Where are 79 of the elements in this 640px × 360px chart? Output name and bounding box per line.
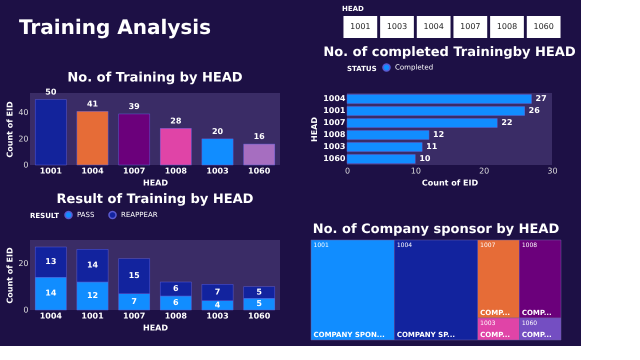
x-axis-title: HEAD xyxy=(143,324,168,332)
chart-title: No. of Training by HEAD xyxy=(67,70,243,86)
x-tick-label: 1004 xyxy=(40,312,62,320)
x-tick-label: 1001 xyxy=(81,312,104,320)
bar xyxy=(346,94,532,104)
y-tick-label: 1008 xyxy=(323,130,346,139)
x-tick-label: 1060 xyxy=(248,312,271,320)
x-tick-label: 30 xyxy=(547,166,558,176)
y-tick-label: 1004 xyxy=(323,94,346,103)
data-label: 22 xyxy=(501,118,512,127)
bar xyxy=(34,99,67,166)
bar xyxy=(346,118,498,128)
data-label: 39 xyxy=(128,102,140,111)
data-label: 7 xyxy=(131,296,137,306)
category-label: 1007 xyxy=(460,22,481,31)
x-axis-title: HEAD xyxy=(143,178,168,188)
data-label: 5 xyxy=(256,299,262,308)
x-tick-label: 1008 xyxy=(164,166,188,176)
data-label: 50 xyxy=(45,88,57,97)
category-label: 1008 xyxy=(496,22,518,31)
data-label: 41 xyxy=(86,99,98,108)
category-label: 1004 xyxy=(423,22,444,31)
bar xyxy=(243,144,276,166)
bar xyxy=(346,130,430,140)
bar xyxy=(118,114,150,166)
y-tick-label: 0 xyxy=(23,306,28,314)
bar xyxy=(346,142,422,152)
data-label: 20 xyxy=(212,126,224,136)
category-label: 1001 xyxy=(350,22,371,31)
text: No. of Company sponsor by HEAD xyxy=(312,222,560,237)
data-label: 4 xyxy=(214,300,221,310)
y-tick-label: 1001 xyxy=(323,106,346,115)
data-label: 26 xyxy=(528,106,540,115)
text: Training Analysis xyxy=(18,15,212,39)
x-tick-label: 1004 xyxy=(81,166,104,176)
data-label: 5 xyxy=(256,288,262,296)
data-label: 12 xyxy=(86,291,98,300)
x-tick-label: 1060 xyxy=(248,166,271,176)
data-label: 10 xyxy=(419,154,431,163)
bar xyxy=(346,106,525,116)
x-tick-label: 1007 xyxy=(123,166,146,176)
y-axis-title: Count of EID xyxy=(5,101,14,158)
category-label: 1060 xyxy=(533,22,554,31)
data-label: 7 xyxy=(214,288,220,296)
data-label: 6 xyxy=(173,284,180,293)
bar xyxy=(76,111,108,166)
x-tick-label: 10 xyxy=(410,166,421,176)
chart-title: No. of completed Trainingby HEAD xyxy=(323,45,576,60)
x-tick-label: 20 xyxy=(479,166,490,176)
chart-title: Result of Training by HEAD xyxy=(56,192,254,207)
y-tick-label: 0 xyxy=(23,160,28,170)
data-label: 15 xyxy=(128,271,140,280)
x-axis-title: Count of EID xyxy=(422,178,478,188)
data-label: 16 xyxy=(254,132,266,142)
y-axis-title: HEAD xyxy=(310,116,320,142)
bar xyxy=(202,138,234,166)
x-tick-label: 1007 xyxy=(123,312,146,320)
data-label: 13 xyxy=(45,257,56,266)
data-label: 14 xyxy=(86,260,98,270)
x-tick-label: 1008 xyxy=(164,312,188,320)
x-tick-label: 1003 xyxy=(206,312,229,320)
y-tick-label: 1003 xyxy=(323,142,346,151)
y-axis-title: Count of EID xyxy=(5,247,14,304)
data-label: 14 xyxy=(45,288,57,298)
y-tick-label: 1060 xyxy=(323,154,346,163)
x-tick-label: 1003 xyxy=(206,166,229,176)
data-label: 12 xyxy=(433,130,444,139)
data-label: 6 xyxy=(173,298,180,307)
y-tick-label: 40 xyxy=(18,108,28,118)
y-tick-label: 1007 xyxy=(323,118,346,127)
data-label: 28 xyxy=(170,116,182,126)
y-tick-label: 20 xyxy=(18,258,28,268)
bar xyxy=(346,154,416,164)
data-label: 11 xyxy=(426,142,438,151)
bar xyxy=(160,128,192,166)
data-label: 27 xyxy=(536,94,547,103)
x-tick-label: 1001 xyxy=(40,166,62,176)
category-label: 1003 xyxy=(386,22,408,31)
y-tick-label: 20 xyxy=(18,134,28,144)
